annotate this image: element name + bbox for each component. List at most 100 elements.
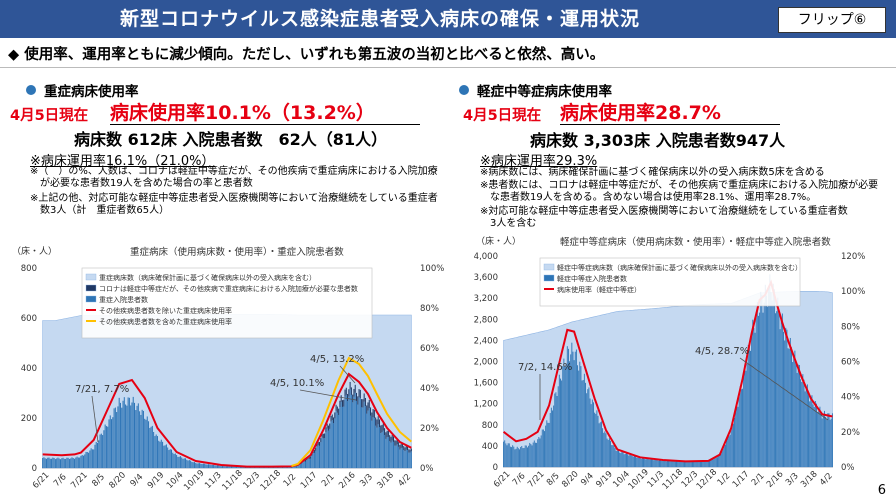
patient-bar <box>132 396 134 468</box>
other-illness-bar <box>304 460 306 462</box>
patient-bar <box>196 463 198 468</box>
patient-bar <box>587 389 589 467</box>
patient-bar <box>545 425 547 467</box>
patient-bar <box>803 379 805 467</box>
patient-bar <box>51 458 53 468</box>
patient-bar <box>715 457 717 467</box>
patient-bar <box>653 460 655 467</box>
patient-bar <box>567 348 569 467</box>
patient-bar <box>751 336 753 467</box>
patient-bar <box>704 461 706 467</box>
patient-bar <box>750 350 751 467</box>
patient-bar <box>689 461 691 467</box>
patient-bar <box>608 438 610 467</box>
patient-bar <box>128 397 130 468</box>
patient-bar <box>745 370 747 467</box>
patient-bar <box>107 426 109 468</box>
patient-bar <box>657 460 659 467</box>
patient-bar <box>183 458 185 468</box>
patient-bar <box>555 392 557 467</box>
patient-bar <box>534 442 536 467</box>
patient-bar <box>760 291 762 467</box>
patient-bar <box>130 405 132 468</box>
other-illness-bar <box>410 448 412 452</box>
patient-bar <box>114 407 116 468</box>
annotation-label: 4/5, 10.1% <box>270 378 324 389</box>
section-bullet <box>26 85 36 95</box>
patient-bar <box>616 450 618 467</box>
patient-bar <box>385 438 387 468</box>
patient-bar <box>304 461 306 468</box>
patient-bar <box>223 466 225 468</box>
patient-bar <box>626 452 627 467</box>
patient-bar <box>660 459 662 467</box>
patient-bar <box>619 452 621 467</box>
patient-bar <box>524 445 526 467</box>
patient-bar <box>743 372 745 467</box>
patient-bar <box>355 400 358 468</box>
patient-bar <box>812 404 814 467</box>
patient-bar <box>513 446 515 467</box>
other-illness-bar <box>352 394 354 403</box>
patient-bar <box>229 466 231 468</box>
patient-bar <box>558 374 560 467</box>
y2-tick-label: 100% <box>841 287 865 297</box>
other-illness-bar <box>353 388 355 397</box>
x-tick-label: 3/18 <box>799 469 820 490</box>
patient-bar <box>763 302 765 467</box>
patient-bar <box>643 457 644 467</box>
patient-bar <box>571 342 573 467</box>
patient-bar <box>154 436 156 468</box>
annotation-leader <box>339 365 356 384</box>
patient-bar <box>125 404 127 468</box>
patient-bar <box>185 458 187 468</box>
patient-bar <box>210 465 212 468</box>
patient-bar <box>512 445 514 467</box>
x-tick-label: 2/1 <box>750 471 767 488</box>
left-note-1: ※（ ）の%、人数は、コロナは軽症中等症だが、その他疾病で重症病床における入院加… <box>30 166 438 177</box>
patient-bar <box>227 466 229 468</box>
patient-bar <box>517 448 519 467</box>
patient-bar <box>825 416 827 467</box>
patient-bar <box>548 422 550 467</box>
patient-bar <box>93 449 95 468</box>
legend-label: その他疾病患者数を含めた重症病床使用率 <box>99 317 232 326</box>
patient-bar <box>376 427 378 468</box>
left-note-4: 数3人（計 重症者数65人） <box>30 205 170 216</box>
patient-bar <box>363 401 365 468</box>
patient-bar <box>149 427 151 468</box>
annotation-label: 7/21, 7.7% <box>75 384 129 395</box>
patient-bar <box>817 412 819 467</box>
legend-swatch <box>543 274 555 282</box>
x-tick-label: 2/16 <box>765 469 786 490</box>
patient-bar <box>610 440 611 467</box>
y2-tick-label: 120% <box>841 252 865 262</box>
patient-bar <box>755 312 757 467</box>
patient-bar <box>395 445 397 468</box>
patient-bar <box>192 462 194 468</box>
patient-bar <box>347 401 349 468</box>
patient-bar <box>726 439 728 467</box>
patient-bar <box>122 400 124 468</box>
patient-bar <box>585 382 586 467</box>
patient-bar <box>781 313 783 467</box>
other-illness-bar <box>341 400 343 407</box>
patient-bar <box>566 346 568 467</box>
patient-bar <box>556 396 558 467</box>
patient-bar <box>197 463 199 468</box>
patient-bar <box>622 452 624 467</box>
other-illness-bar <box>364 397 366 407</box>
patient-bar <box>119 402 121 468</box>
patient-bar <box>311 455 313 468</box>
left-note-3: ※上記の他、対応可能な軽症中等症患者受入医療機関等において治療継続をしている重症… <box>30 193 438 204</box>
y-tick-label: 400 <box>21 364 37 374</box>
patient-bar <box>236 466 238 468</box>
patient-bar <box>644 458 646 467</box>
y-tick-label: 0 <box>32 464 37 474</box>
patient-bar <box>359 398 361 468</box>
patient-bar <box>577 365 578 467</box>
patient-bar <box>177 456 179 468</box>
patient-bar <box>398 446 400 468</box>
other-illness-bar <box>358 389 360 398</box>
patient-bar <box>407 450 409 468</box>
